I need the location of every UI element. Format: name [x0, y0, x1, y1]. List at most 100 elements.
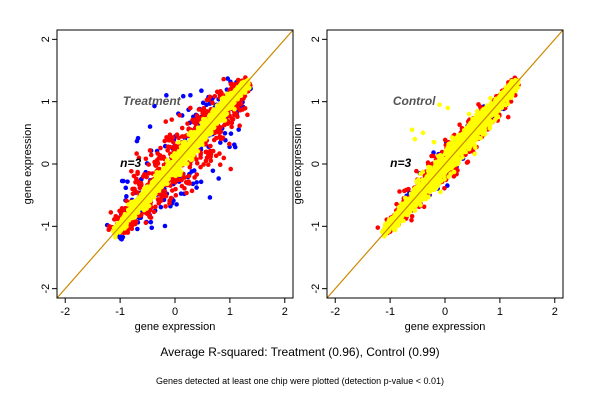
point-blue	[152, 103, 157, 109]
point-red	[130, 191, 136, 197]
point-red	[230, 116, 236, 122]
point-yellow	[426, 186, 432, 191]
point-red	[159, 194, 164, 200]
point-yellow	[496, 108, 502, 113]
point-blue	[431, 150, 436, 155]
point-yellow	[416, 197, 422, 202]
point-red	[133, 219, 139, 225]
point-red	[442, 137, 448, 143]
x-tick-label: 1	[227, 306, 233, 318]
n-annotation: n=3	[120, 156, 141, 170]
point-yellow	[463, 126, 469, 131]
point-red	[143, 220, 149, 226]
point-red	[409, 217, 414, 223]
caption: Average R-squared: Treatment (0.96), Con…	[160, 345, 440, 359]
point-red	[129, 168, 134, 174]
point-yellow	[442, 177, 447, 182]
point-red	[182, 134, 187, 139]
y-tick-label: 0	[40, 161, 52, 167]
point-yellow	[165, 174, 171, 180]
point-blue	[225, 76, 231, 81]
point-yellow	[173, 173, 178, 179]
point-blue	[210, 168, 216, 174]
point-red	[233, 111, 239, 116]
point-red	[194, 172, 200, 177]
point-yellow	[153, 179, 159, 185]
point-red	[226, 119, 232, 125]
y-tick-label: -1	[40, 221, 52, 231]
point-yellow	[461, 149, 467, 155]
point-red	[189, 188, 195, 194]
point-red	[218, 136, 224, 142]
point-yellow	[472, 151, 477, 157]
point-red	[179, 125, 185, 131]
point-yellow	[189, 156, 195, 162]
point-blue	[218, 140, 223, 145]
point-red	[206, 162, 211, 167]
x-tick-label: -1	[385, 306, 395, 318]
x-tick-label: -2	[330, 306, 340, 318]
point-blue	[135, 226, 140, 232]
point-red	[160, 190, 166, 196]
point-red	[228, 166, 234, 172]
point-yellow	[434, 167, 440, 173]
point-yellow	[146, 190, 152, 195]
point-yellow	[438, 189, 443, 195]
point-blue	[147, 124, 153, 129]
point-red	[208, 158, 214, 164]
point-red	[227, 141, 232, 147]
point-yellow	[146, 185, 152, 190]
point-yellow	[195, 149, 201, 154]
point-blue	[125, 179, 130, 184]
point-yellow	[164, 158, 170, 163]
point-yellow	[155, 173, 161, 178]
point-yellow	[224, 91, 230, 97]
y-tick-label: -1	[310, 221, 322, 231]
point-yellow	[198, 139, 203, 144]
point-yellow	[189, 139, 194, 145]
point-blue	[116, 234, 122, 240]
point-blue	[216, 176, 221, 181]
point-red	[186, 173, 192, 179]
point-red	[134, 151, 139, 156]
y-tick-label: 2	[310, 36, 322, 42]
point-red	[137, 185, 143, 191]
point-red	[151, 209, 157, 215]
point-red	[210, 100, 215, 106]
point-yellow	[472, 142, 478, 148]
point-yellow	[423, 175, 429, 181]
point-yellow	[446, 174, 451, 180]
point-red	[201, 162, 206, 167]
point-red	[442, 185, 447, 191]
point-red	[231, 82, 237, 87]
point-red	[409, 213, 415, 219]
point-yellow	[420, 169, 426, 175]
point-outlier	[437, 102, 442, 108]
point-yellow	[472, 121, 477, 126]
point-yellow	[432, 163, 438, 169]
point-yellow	[441, 170, 447, 175]
point-yellow	[481, 125, 487, 131]
point-red	[169, 188, 175, 193]
point-red	[163, 119, 169, 124]
plot-area	[57, 30, 293, 298]
point-blue	[164, 93, 169, 98]
x-tick-label: 2	[282, 306, 288, 318]
point-yellow	[222, 118, 228, 123]
point-red	[165, 144, 171, 149]
point-red	[167, 132, 173, 138]
point-yellow	[149, 179, 155, 185]
point-yellow	[411, 187, 417, 192]
point-yellow	[455, 154, 460, 160]
point-red	[172, 180, 178, 185]
point-yellow	[396, 207, 402, 213]
point-red	[404, 187, 409, 193]
point-red	[229, 124, 234, 130]
point-blue	[174, 202, 179, 207]
point-yellow	[436, 158, 442, 163]
point-yellow	[449, 165, 454, 171]
y-tick-label: 0	[310, 161, 322, 167]
point-outlier	[409, 127, 415, 133]
point-red	[135, 171, 140, 177]
